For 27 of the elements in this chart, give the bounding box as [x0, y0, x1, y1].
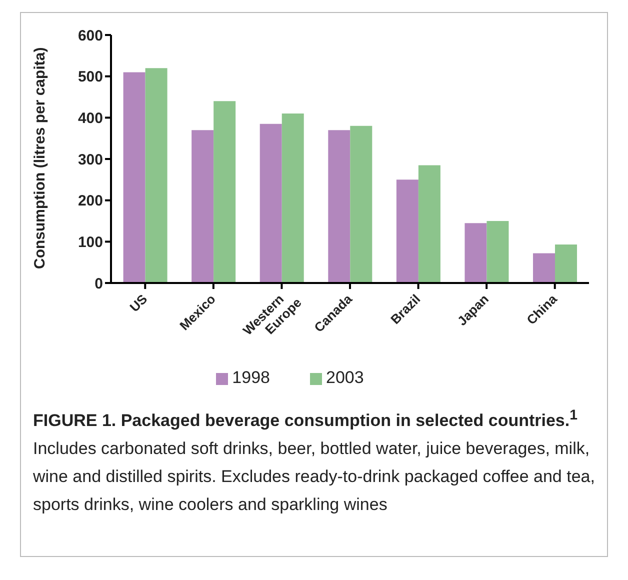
- bar: [396, 180, 418, 283]
- y-tick-label: 500: [78, 68, 103, 86]
- text: Includes carbonated soft drinks, beer, bottled water, juice beverages, milk, wine and distilled spirits. Excludes ready-to-drink packaged coffee and tea, sports drinks, wine coolers and sparkling wines: [33, 438, 595, 514]
- legend-label: 2003: [326, 368, 364, 387]
- y-tick-label: 0: [94, 275, 103, 292]
- bar: [260, 124, 282, 283]
- bar: [214, 101, 236, 283]
- bar: [486, 221, 509, 283]
- text: FIGURE 1. Packaged beverage consumption in selected countries.$^{1}$: [33, 407, 578, 430]
- y-tick-label: 600: [78, 27, 103, 44]
- bar: [282, 114, 304, 283]
- bar: [328, 130, 350, 283]
- bar: [123, 72, 146, 283]
- y-tick-label: 300: [78, 151, 103, 168]
- x-tick-label: US: [126, 291, 150, 315]
- y-axis-title: Consumption (litres per capita): [31, 47, 48, 269]
- y-tick-label: 200: [78, 192, 103, 210]
- bar: [350, 126, 372, 283]
- bar: [192, 130, 214, 283]
- bar: [555, 244, 578, 283]
- y-tick-label: 400: [78, 110, 103, 127]
- bar: [464, 223, 487, 283]
- bar: [418, 165, 440, 283]
- bar: [533, 253, 556, 283]
- legend-label: 1998: [232, 368, 270, 387]
- y-tick-label: 100: [78, 234, 103, 251]
- bar: [145, 68, 168, 283]
